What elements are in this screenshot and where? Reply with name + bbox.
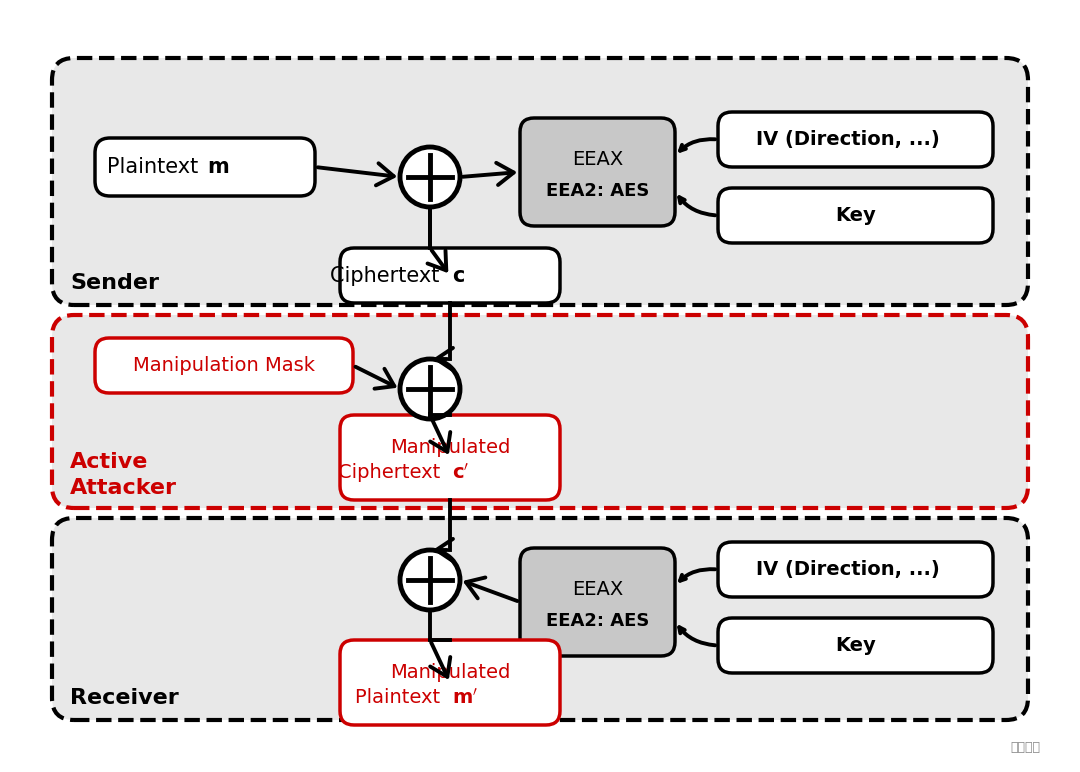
- Circle shape: [400, 359, 460, 419]
- Text: $\mathbf{m'}$: $\mathbf{m'}$: [453, 688, 478, 708]
- Circle shape: [400, 147, 460, 207]
- Text: EEA2: AES: EEA2: AES: [545, 182, 649, 201]
- Text: Attacker: Attacker: [70, 478, 177, 498]
- Text: Active: Active: [70, 452, 148, 472]
- FancyBboxPatch shape: [95, 338, 353, 393]
- Text: $\mathbf{c}$: $\mathbf{c}$: [453, 266, 464, 286]
- Text: IV (Direction, ...): IV (Direction, ...): [756, 130, 940, 149]
- Text: Key: Key: [835, 206, 876, 225]
- FancyBboxPatch shape: [718, 618, 993, 673]
- FancyBboxPatch shape: [718, 112, 993, 167]
- FancyBboxPatch shape: [718, 188, 993, 243]
- FancyBboxPatch shape: [340, 248, 561, 303]
- FancyBboxPatch shape: [95, 138, 315, 196]
- Text: 创新互联: 创新互联: [1010, 741, 1040, 754]
- Text: Ciphertext: Ciphertext: [330, 266, 446, 286]
- Text: EEAX: EEAX: [572, 150, 623, 168]
- Circle shape: [400, 550, 460, 610]
- Text: Plaintext: Plaintext: [107, 157, 205, 177]
- Text: Sender: Sender: [70, 273, 159, 293]
- Text: Key: Key: [835, 636, 876, 655]
- Text: Ciphertext: Ciphertext: [337, 463, 446, 482]
- Text: EEAX: EEAX: [572, 580, 623, 598]
- FancyBboxPatch shape: [52, 518, 1028, 720]
- FancyBboxPatch shape: [340, 640, 561, 725]
- FancyBboxPatch shape: [519, 548, 675, 656]
- FancyBboxPatch shape: [519, 118, 675, 226]
- Text: Manipulated: Manipulated: [390, 663, 510, 682]
- Text: $\mathbf{c'}$: $\mathbf{c'}$: [453, 462, 470, 482]
- Text: $\mathbf{m}$: $\mathbf{m}$: [207, 157, 229, 177]
- FancyBboxPatch shape: [52, 58, 1028, 305]
- Text: EEA2: AES: EEA2: AES: [545, 612, 649, 631]
- Text: Manipulation Mask: Manipulation Mask: [133, 356, 315, 375]
- Text: Receiver: Receiver: [70, 688, 179, 708]
- FancyBboxPatch shape: [718, 542, 993, 597]
- FancyBboxPatch shape: [340, 415, 561, 500]
- Text: Manipulated: Manipulated: [390, 438, 510, 457]
- Text: IV (Direction, ...): IV (Direction, ...): [756, 560, 940, 579]
- Text: Plaintext: Plaintext: [354, 689, 446, 707]
- FancyBboxPatch shape: [52, 315, 1028, 508]
